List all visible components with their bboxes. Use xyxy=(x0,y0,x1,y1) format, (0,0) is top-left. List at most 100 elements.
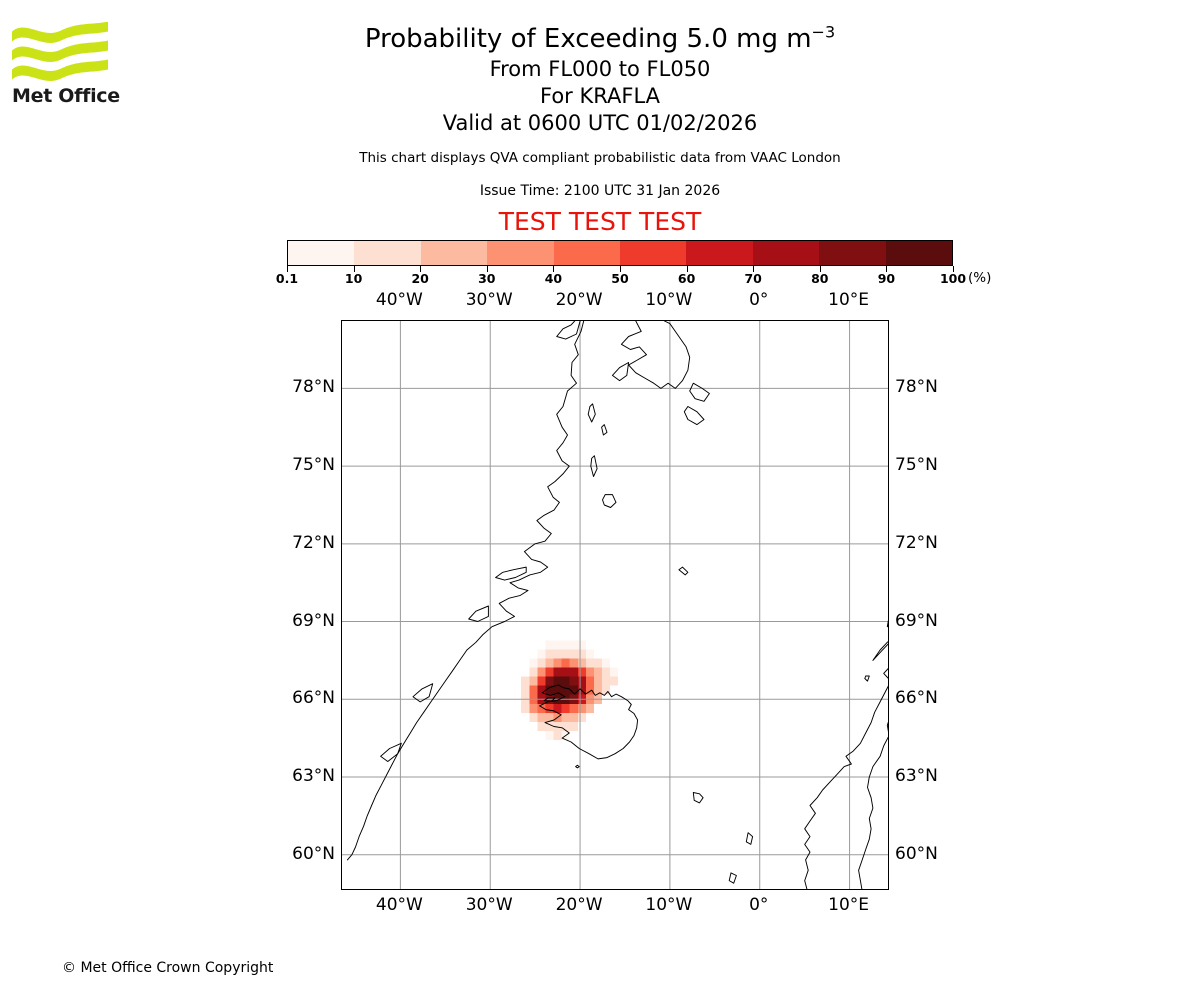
probability-cell xyxy=(585,676,594,686)
probability-cell xyxy=(553,649,562,659)
probability-cell xyxy=(537,685,546,695)
probability-cell xyxy=(545,658,554,668)
probability-cell xyxy=(553,676,562,686)
qva-disclaimer: This chart displays QVA compliant probab… xyxy=(359,150,841,166)
lon-label-top-40°W: 40°W xyxy=(375,290,423,310)
probability-cell xyxy=(561,658,570,668)
lon-label-bottom-40°W: 40°W xyxy=(375,895,423,915)
probability-cell xyxy=(585,685,594,695)
probability-cell xyxy=(545,703,554,713)
logo-wave-2 xyxy=(12,40,108,62)
coastline-greenland-fjord-a xyxy=(495,566,527,581)
logo-wave-1 xyxy=(12,22,108,43)
probability-cell xyxy=(593,667,603,677)
probability-cell xyxy=(561,667,570,677)
colorbar-tick-0 xyxy=(287,266,288,272)
probability-cell xyxy=(585,658,594,668)
page-title: Probability of Exceeding 5.0 mg m−3 xyxy=(0,22,1200,56)
coastline-greenland-east xyxy=(556,321,581,340)
probability-cell xyxy=(593,685,603,695)
title-text: Probability of Exceeding 5.0 mg m xyxy=(364,24,812,54)
coastline-svalbard-south xyxy=(683,406,705,426)
colorbar-tick-5 xyxy=(620,266,621,272)
probability-cell xyxy=(545,731,554,741)
test-banner: TEST TEST TEST xyxy=(498,207,702,236)
probability-cell xyxy=(545,640,554,650)
probability-cell xyxy=(610,667,619,677)
met-office-wave-mark xyxy=(12,22,108,81)
colorbar-tick-label-10: 100 xyxy=(939,271,967,286)
probability-cell xyxy=(602,676,611,686)
lat-label-left-69°N: 69°N xyxy=(292,610,335,631)
probability-cell xyxy=(529,703,538,713)
ash-probability-map[interactable] xyxy=(341,320,889,890)
probability-cell xyxy=(529,658,538,668)
probability-cell xyxy=(553,721,562,732)
lat-label-right-72°N: 72°N xyxy=(895,532,938,553)
colorbar-band-2 xyxy=(420,241,488,265)
lat-label-left-63°N: 63°N xyxy=(292,766,335,786)
colorbar-tick-label-4: 40 xyxy=(544,271,563,286)
colorbar-tick-label-1: 10 xyxy=(344,271,363,286)
probability-cell xyxy=(561,703,570,713)
coastline-orkney xyxy=(728,872,737,884)
lat-label-right-69°N: 69°N xyxy=(895,610,938,631)
probability-cell xyxy=(577,703,586,713)
probability-cell xyxy=(561,640,570,650)
colorbar-tick-label-8: 80 xyxy=(811,271,829,286)
flight-level-subtitle: From FL000 to FL050 xyxy=(489,57,711,81)
lat-label-right-63°N: 63°N xyxy=(895,766,938,786)
colorbar-tick-1 xyxy=(353,266,355,272)
colorbar-tick-label-3: 30 xyxy=(478,271,496,286)
coastline-greenland-island-1 xyxy=(587,403,596,423)
probability-cell xyxy=(537,721,546,732)
probability-cell xyxy=(545,667,554,677)
colorbar-tick-9 xyxy=(886,266,888,272)
issue-time-label: Issue Time: 2100 UTC 31 Jan 2026 xyxy=(479,183,721,199)
coastline-greenland-east-2 xyxy=(346,321,585,861)
lat-label-left-66°N: 66°N xyxy=(292,688,335,709)
probability-cell xyxy=(569,676,578,686)
probability-cell xyxy=(577,640,586,650)
lat-label-left-78°N: 78°N xyxy=(292,377,335,398)
logo-wave-3 xyxy=(12,59,108,81)
coastline-greenland-island-2 xyxy=(601,424,608,436)
longitude-axis-bottom: 40°W 30°W 20°W 10°W 0° 10°E xyxy=(341,893,889,917)
probability-cell xyxy=(593,658,603,668)
coastline-vestmannaeyjar xyxy=(575,764,580,769)
lat-label-left-60°N: 60°N xyxy=(292,843,335,864)
latitude-axis-left: 78°N 75°N 72°N 69°N 66°N 63°N 60°N xyxy=(241,320,335,890)
probability-cell xyxy=(561,685,570,695)
colorbar-tick-label-5: 50 xyxy=(611,271,629,286)
probability-cell xyxy=(521,685,530,695)
lon-label-top-10°E: 10°E xyxy=(828,290,869,310)
colorbar-band-1 xyxy=(354,241,421,265)
probability-cell xyxy=(529,685,538,695)
coastline-norway-coast xyxy=(804,668,888,889)
probability-cell xyxy=(602,658,611,668)
colorbar-tick-label-2: 20 xyxy=(411,271,429,286)
probability-cell xyxy=(561,649,570,659)
coastline-svalbard-edge xyxy=(689,382,710,402)
probability-cell xyxy=(545,712,554,722)
colorbar-tick-4 xyxy=(553,266,555,272)
probability-cell xyxy=(521,703,530,713)
lon-label-top-0°: 0° xyxy=(749,290,769,310)
probability-cell xyxy=(529,712,538,722)
lon-label-top-30°W: 30°W xyxy=(465,290,513,310)
coastline-svalbard-spitsbergen xyxy=(620,321,691,389)
probability-cell xyxy=(545,685,554,695)
colorbar-tick-label-9: 90 xyxy=(877,271,896,286)
colorbar-band-6 xyxy=(686,241,753,265)
probability-cell xyxy=(561,721,570,732)
probability-cell xyxy=(569,640,578,650)
coastline-faroe-islands xyxy=(692,792,704,804)
coastline-greenland-fjord-d xyxy=(380,742,402,762)
probability-cell xyxy=(553,658,562,668)
probability-cell xyxy=(537,649,546,659)
probability-cell xyxy=(569,712,578,722)
probability-cell xyxy=(569,703,578,713)
colorbar-tick-label-0: 0.1 xyxy=(275,271,299,286)
probability-cell xyxy=(577,649,586,659)
colorbar-tick-7 xyxy=(753,266,755,272)
